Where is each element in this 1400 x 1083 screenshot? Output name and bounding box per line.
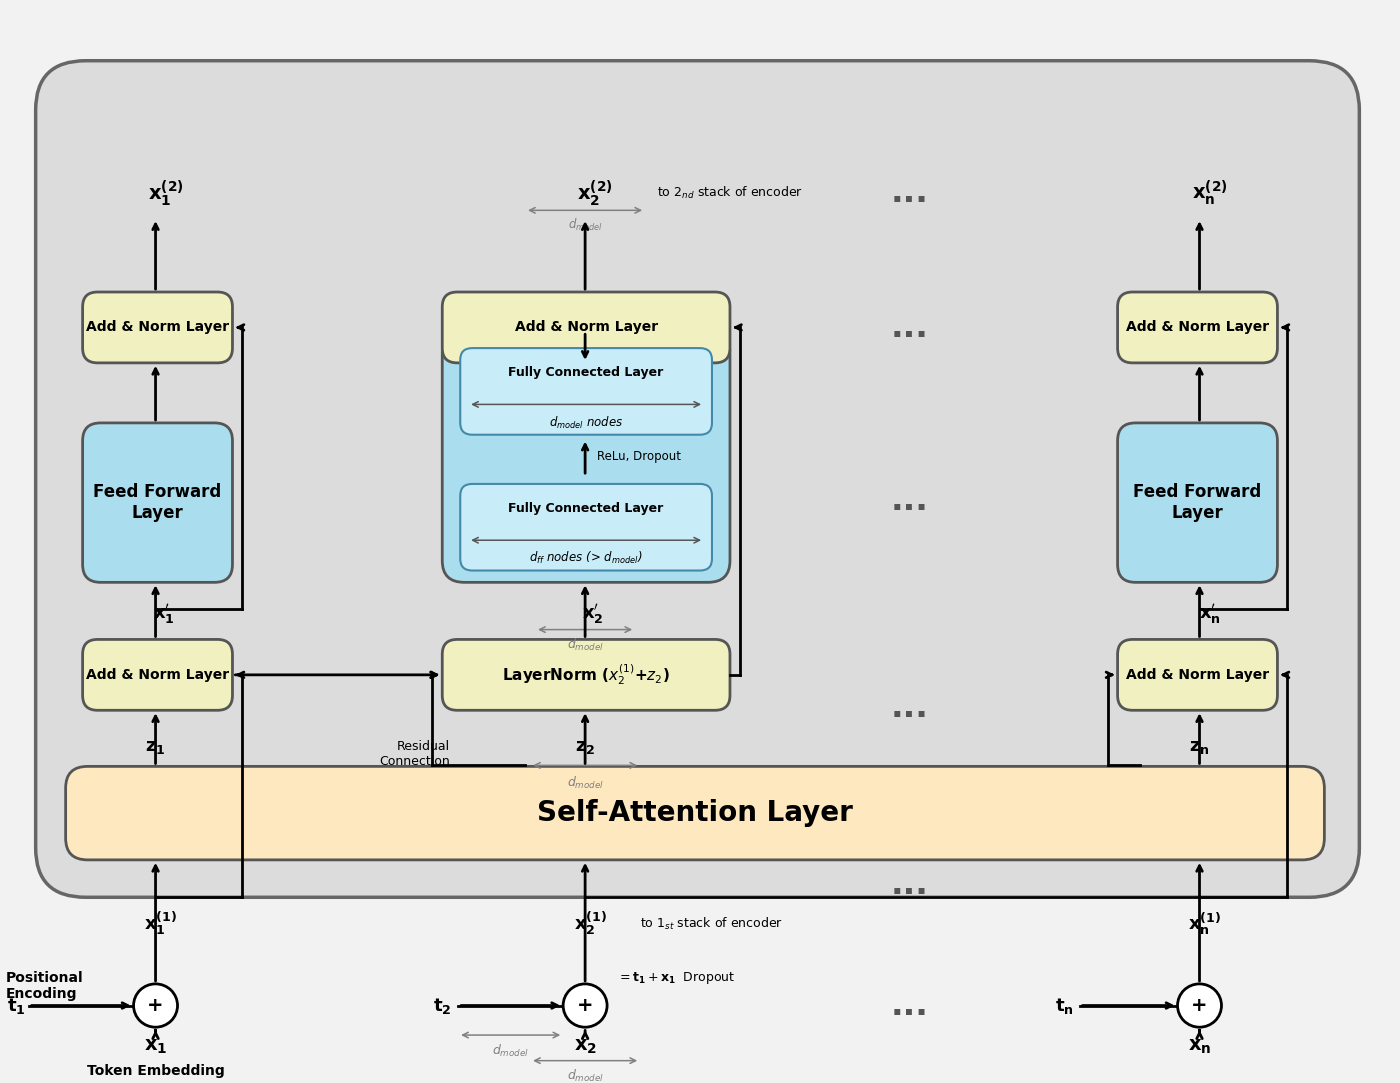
FancyBboxPatch shape xyxy=(461,348,713,434)
Text: $d_{ff}$ nodes (> $d_{model}$): $d_{ff}$ nodes (> $d_{model}$) xyxy=(529,550,643,566)
Text: $\mathbf{z_2}$: $\mathbf{z_2}$ xyxy=(575,738,595,756)
Text: $\mathbf{x_2^{(2)}}$: $\mathbf{x_2^{(2)}}$ xyxy=(577,178,613,208)
Text: $\mathbf{x_n}$: $\mathbf{x_n}$ xyxy=(1187,1038,1211,1056)
Text: +: + xyxy=(577,996,594,1015)
Text: Feed Forward
Layer: Feed Forward Layer xyxy=(1134,483,1261,522)
FancyBboxPatch shape xyxy=(66,767,1324,860)
Text: $\mathbf{x_2^{(1)}}$: $\mathbf{x_2^{(1)}}$ xyxy=(574,911,606,937)
Text: Add & Norm Layer: Add & Norm Layer xyxy=(1126,668,1268,682)
Text: $\mathbf{x_1}$: $\mathbf{x_1}$ xyxy=(144,1038,167,1056)
Text: Fully Connected Layer: Fully Connected Layer xyxy=(508,366,664,379)
Text: Feed Forward
Layer: Feed Forward Layer xyxy=(94,483,221,522)
Text: $\mathbf{x_2}$: $\mathbf{x_2}$ xyxy=(574,1038,596,1056)
Text: $\mathbf{x_n'}$: $\mathbf{x_n'}$ xyxy=(1198,602,1221,626)
Text: $\mathbf{t_2}$: $\mathbf{t_2}$ xyxy=(433,995,452,1016)
Text: Self-Attention Layer: Self-Attention Layer xyxy=(538,799,853,827)
Text: Residual
Connection: Residual Connection xyxy=(379,740,451,768)
Text: LayerNorm ($x_2^{(1)}$+$z_2$): LayerNorm ($x_2^{(1)}$+$z_2$) xyxy=(503,663,671,688)
Text: $\mathbf{x_1^{(2)}}$: $\mathbf{x_1^{(2)}}$ xyxy=(148,178,183,208)
Text: ReLu, Dropout: ReLu, Dropout xyxy=(598,449,682,462)
Text: $d_{model}$: $d_{model}$ xyxy=(567,637,603,653)
Text: $\mathbf{x_n^{(1)}}$: $\mathbf{x_n^{(1)}}$ xyxy=(1189,911,1221,937)
Text: +: + xyxy=(1191,996,1208,1015)
Circle shape xyxy=(1177,983,1221,1027)
Text: to $1_{st}$ stack of encoder: to $1_{st}$ stack of encoder xyxy=(640,916,783,931)
FancyBboxPatch shape xyxy=(461,484,713,571)
FancyBboxPatch shape xyxy=(1117,422,1277,583)
Text: $d_{model}$: $d_{model}$ xyxy=(567,217,602,233)
Circle shape xyxy=(133,983,178,1027)
Text: Add & Norm Layer: Add & Norm Layer xyxy=(85,321,230,335)
Text: Fully Connected Layer: Fully Connected Layer xyxy=(508,501,664,514)
FancyBboxPatch shape xyxy=(1117,292,1277,363)
Text: $\mathbf{x_n^{(2)}}$: $\mathbf{x_n^{(2)}}$ xyxy=(1191,179,1228,207)
Text: $d_{model}$: $d_{model}$ xyxy=(567,1068,603,1083)
Text: ...: ... xyxy=(890,311,928,344)
Text: $\mathbf{z_n}$: $\mathbf{z_n}$ xyxy=(1189,738,1210,756)
Text: $\mathbf{x_1'}$: $\mathbf{x_1'}$ xyxy=(153,602,175,626)
Text: Linear: Linear xyxy=(571,311,609,324)
Text: ...: ... xyxy=(890,484,928,518)
Text: $\mathbf{x_2'}$: $\mathbf{x_2'}$ xyxy=(582,602,603,626)
Text: Token Embedding: Token Embedding xyxy=(87,1065,224,1079)
FancyBboxPatch shape xyxy=(83,639,232,710)
Text: to $2_{nd}$ stack of encoder: to $2_{nd}$ stack of encoder xyxy=(657,184,804,200)
Text: ...: ... xyxy=(890,691,928,723)
Text: $\mathbf{t_n}$: $\mathbf{t_n}$ xyxy=(1056,995,1074,1016)
FancyBboxPatch shape xyxy=(35,61,1359,898)
FancyBboxPatch shape xyxy=(442,331,729,583)
FancyBboxPatch shape xyxy=(442,292,729,363)
FancyBboxPatch shape xyxy=(83,292,232,363)
Text: ...: ... xyxy=(890,867,928,901)
FancyBboxPatch shape xyxy=(83,422,232,583)
Text: Add & Norm Layer: Add & Norm Layer xyxy=(85,668,230,682)
Text: ...: ... xyxy=(890,177,928,209)
Text: $d_{model}$ nodes: $d_{model}$ nodes xyxy=(549,415,623,431)
Circle shape xyxy=(563,983,608,1027)
Text: $= \mathbf{t_1}+\mathbf{x_1}$  Dropout: $= \mathbf{t_1}+\mathbf{x_1}$ Dropout xyxy=(617,970,735,986)
Text: Positional
Encoding: Positional Encoding xyxy=(6,970,84,1001)
Text: $d_{model}$: $d_{model}$ xyxy=(567,775,603,792)
Text: $\mathbf{x_1^{(1)}}$: $\mathbf{x_1^{(1)}}$ xyxy=(144,911,176,937)
Text: $\mathbf{t_1}$: $\mathbf{t_1}$ xyxy=(7,995,27,1016)
Text: $d_{model}$: $d_{model}$ xyxy=(493,1043,529,1059)
Text: $\mathbf{z_1}$: $\mathbf{z_1}$ xyxy=(146,738,165,756)
Text: Add & Norm Layer: Add & Norm Layer xyxy=(1126,321,1268,335)
FancyBboxPatch shape xyxy=(1117,639,1277,710)
Text: ...: ... xyxy=(890,989,928,1022)
Text: Add & Norm Layer: Add & Norm Layer xyxy=(515,321,658,335)
Text: +: + xyxy=(147,996,164,1015)
FancyBboxPatch shape xyxy=(442,639,729,710)
